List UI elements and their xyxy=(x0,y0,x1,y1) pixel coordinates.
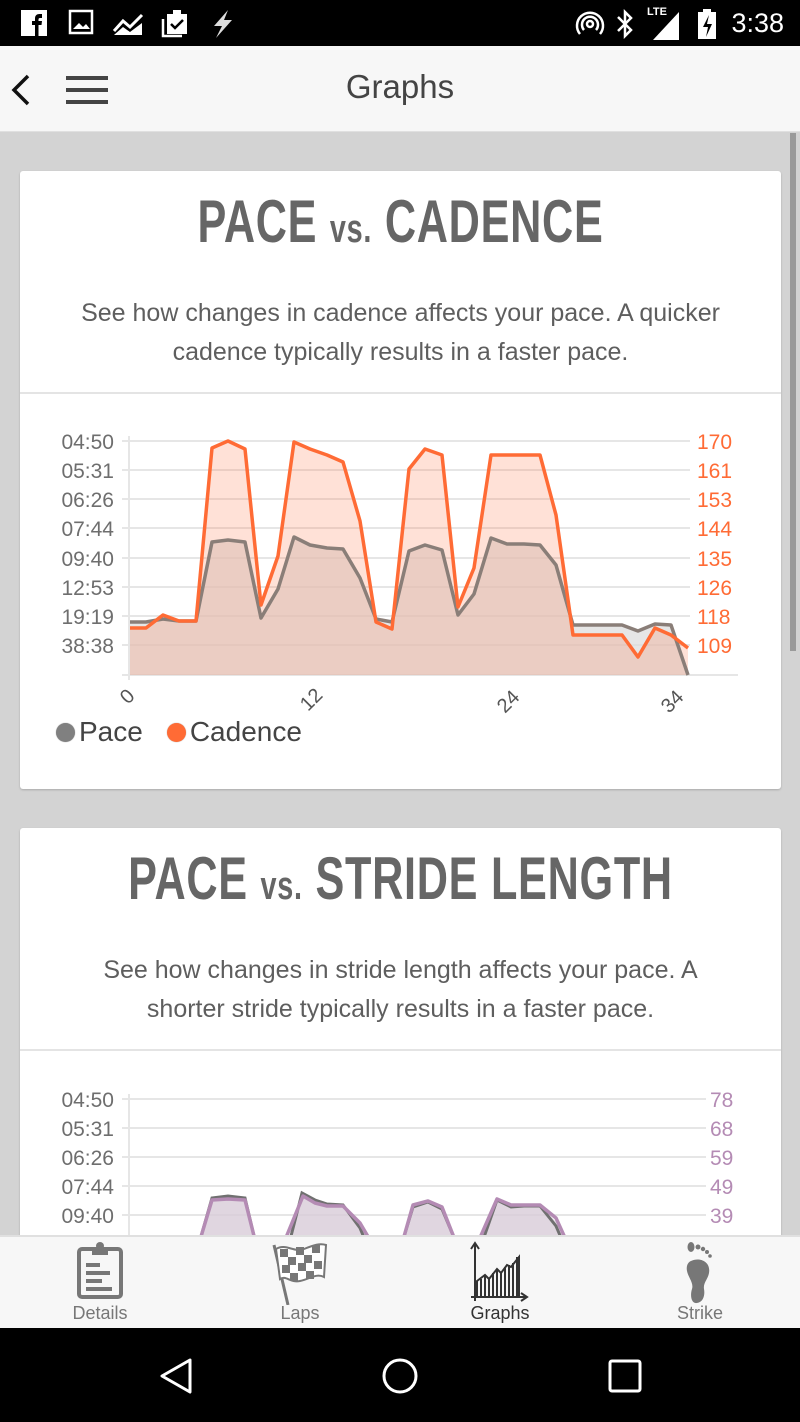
legend-cadence[interactable]: Cadence xyxy=(166,716,302,748)
pace-vs-stride-length-card: PACE vs. STRIDE LENGTH See how changes i… xyxy=(20,828,781,1235)
checkered-flag-icon xyxy=(272,1243,328,1305)
battery-charging-icon xyxy=(698,9,716,39)
graphs-scroll-view[interactable]: PACE vs. CADENCE See how changes in cade… xyxy=(0,133,800,1235)
tab-details[interactable]: Details xyxy=(0,1237,200,1328)
card-header: PACE vs. CADENCE See how changes in cade… xyxy=(20,171,781,394)
svg-text:39: 39 xyxy=(710,1205,733,1228)
svg-text:161: 161 xyxy=(697,460,732,483)
chart-legend: Pace Cadence xyxy=(56,716,326,748)
svg-text:12:53: 12:53 xyxy=(61,577,114,600)
cadence-dot-icon xyxy=(166,722,186,742)
stride-line-d xyxy=(479,1197,566,1235)
recents-square-icon[interactable] xyxy=(606,1356,644,1396)
left-axis-labels: 04:50 05:31 06:26 07:44 09:40 xyxy=(61,1089,114,1228)
pace-line-2b xyxy=(289,1190,365,1235)
tab-strike[interactable]: Strike xyxy=(600,1237,800,1328)
image-icon xyxy=(68,9,94,35)
x-axis-labels: 0 12 24 34 xyxy=(116,684,688,717)
status-time: 3:38 xyxy=(731,8,784,38)
svg-text:68: 68 xyxy=(710,1118,733,1141)
pace-cadence-chart[interactable]: 04:50 05:31 06:26 07:44 09:40 12:53 19:1… xyxy=(20,396,781,789)
pace-area xyxy=(130,537,688,675)
flash-icon xyxy=(214,10,232,38)
page-title: Graphs xyxy=(345,68,455,105)
card-header: PACE vs. STRIDE LENGTH See how changes i… xyxy=(20,828,781,1051)
card-description: See how changes in stride length affects… xyxy=(103,956,698,1023)
hotspot-icon xyxy=(575,11,605,35)
back-triangle-icon[interactable] xyxy=(158,1356,194,1396)
svg-text:09:40: 09:40 xyxy=(61,548,114,571)
bluetooth-icon xyxy=(617,9,633,39)
facebook-icon xyxy=(21,10,47,36)
svg-text:144: 144 xyxy=(697,518,732,541)
pace-vs-cadence-card: PACE vs. CADENCE See how changes in cade… xyxy=(20,171,781,789)
svg-text:24: 24 xyxy=(493,686,524,717)
svg-text:07:44: 07:44 xyxy=(61,1176,114,1199)
card-title: PACE vs. STRIDE LENGTH xyxy=(128,845,673,912)
right-axis-labels: 78 68 59 49 39 xyxy=(710,1089,733,1228)
right-axis-labels: 170 161 153 144 135 126 118 109 xyxy=(697,431,732,658)
scrollbar[interactable] xyxy=(790,133,796,651)
tab-laps[interactable]: Laps xyxy=(200,1237,400,1328)
svg-text:135: 135 xyxy=(697,548,732,571)
svg-text:153: 153 xyxy=(697,489,732,512)
trend-icon xyxy=(112,13,144,35)
pace-dot-icon xyxy=(56,722,75,742)
lte-signal-icon: LTE xyxy=(645,6,683,40)
svg-text:12: 12 xyxy=(296,684,327,715)
card-description: See how changes in cadence affects your … xyxy=(81,299,720,366)
svg-text:126: 126 xyxy=(697,577,732,600)
back-button[interactable] xyxy=(8,70,36,110)
svg-text:49: 49 xyxy=(710,1176,733,1199)
svg-text:109: 109 xyxy=(697,635,732,658)
svg-text:04:50: 04:50 xyxy=(61,431,114,454)
svg-text:06:26: 06:26 xyxy=(61,489,114,512)
svg-text:59: 59 xyxy=(710,1147,733,1170)
svg-text:04:50: 04:50 xyxy=(61,1089,114,1112)
svg-text:09:40: 09:40 xyxy=(61,1205,114,1228)
legend-pace[interactable]: Pace xyxy=(56,716,143,748)
svg-text:118: 118 xyxy=(697,606,730,629)
svg-text:05:31: 05:31 xyxy=(61,1118,114,1141)
tab-graphs[interactable]: Graphs xyxy=(400,1237,600,1328)
clipboard-icon xyxy=(77,1242,123,1299)
svg-text:07:44: 07:44 xyxy=(61,518,114,541)
app-bar: Graphs xyxy=(0,46,800,132)
svg-text:19:19: 19:19 xyxy=(61,606,114,629)
svg-text:0: 0 xyxy=(116,685,139,708)
footprint-icon xyxy=(686,1242,712,1304)
home-circle-icon[interactable] xyxy=(380,1356,420,1396)
svg-text:34: 34 xyxy=(657,686,688,717)
svg-text:06:26: 06:26 xyxy=(61,1147,114,1170)
status-bar: LTE 3:38 xyxy=(0,0,800,46)
stride-line-c xyxy=(402,1199,455,1235)
bottom-tab-bar: Details Laps Graphs Strike xyxy=(0,1235,800,1328)
pace-line xyxy=(130,535,690,676)
card-title: PACE vs. CADENCE xyxy=(197,188,604,255)
clipboard-check-icon xyxy=(161,10,187,38)
svg-text:38:38: 38:38 xyxy=(61,635,114,658)
stride-line-b xyxy=(285,1194,370,1235)
svg-text:78: 78 xyxy=(710,1089,733,1112)
bar-graph-icon xyxy=(470,1241,529,1302)
stride-line-a xyxy=(199,1197,256,1235)
left-axis-labels: 04:50 05:31 06:26 07:44 09:40 12:53 19:1… xyxy=(61,431,114,658)
system-nav-bar xyxy=(0,1328,800,1422)
hamburger-menu-icon[interactable] xyxy=(66,74,108,106)
svg-text:05:31: 05:31 xyxy=(61,460,114,483)
svg-text:170: 170 xyxy=(697,431,732,454)
pace-stride-chart[interactable]: 04:50 05:31 06:26 07:44 09:40 78 68 59 4… xyxy=(20,1053,781,1235)
cadence-line xyxy=(130,439,690,659)
